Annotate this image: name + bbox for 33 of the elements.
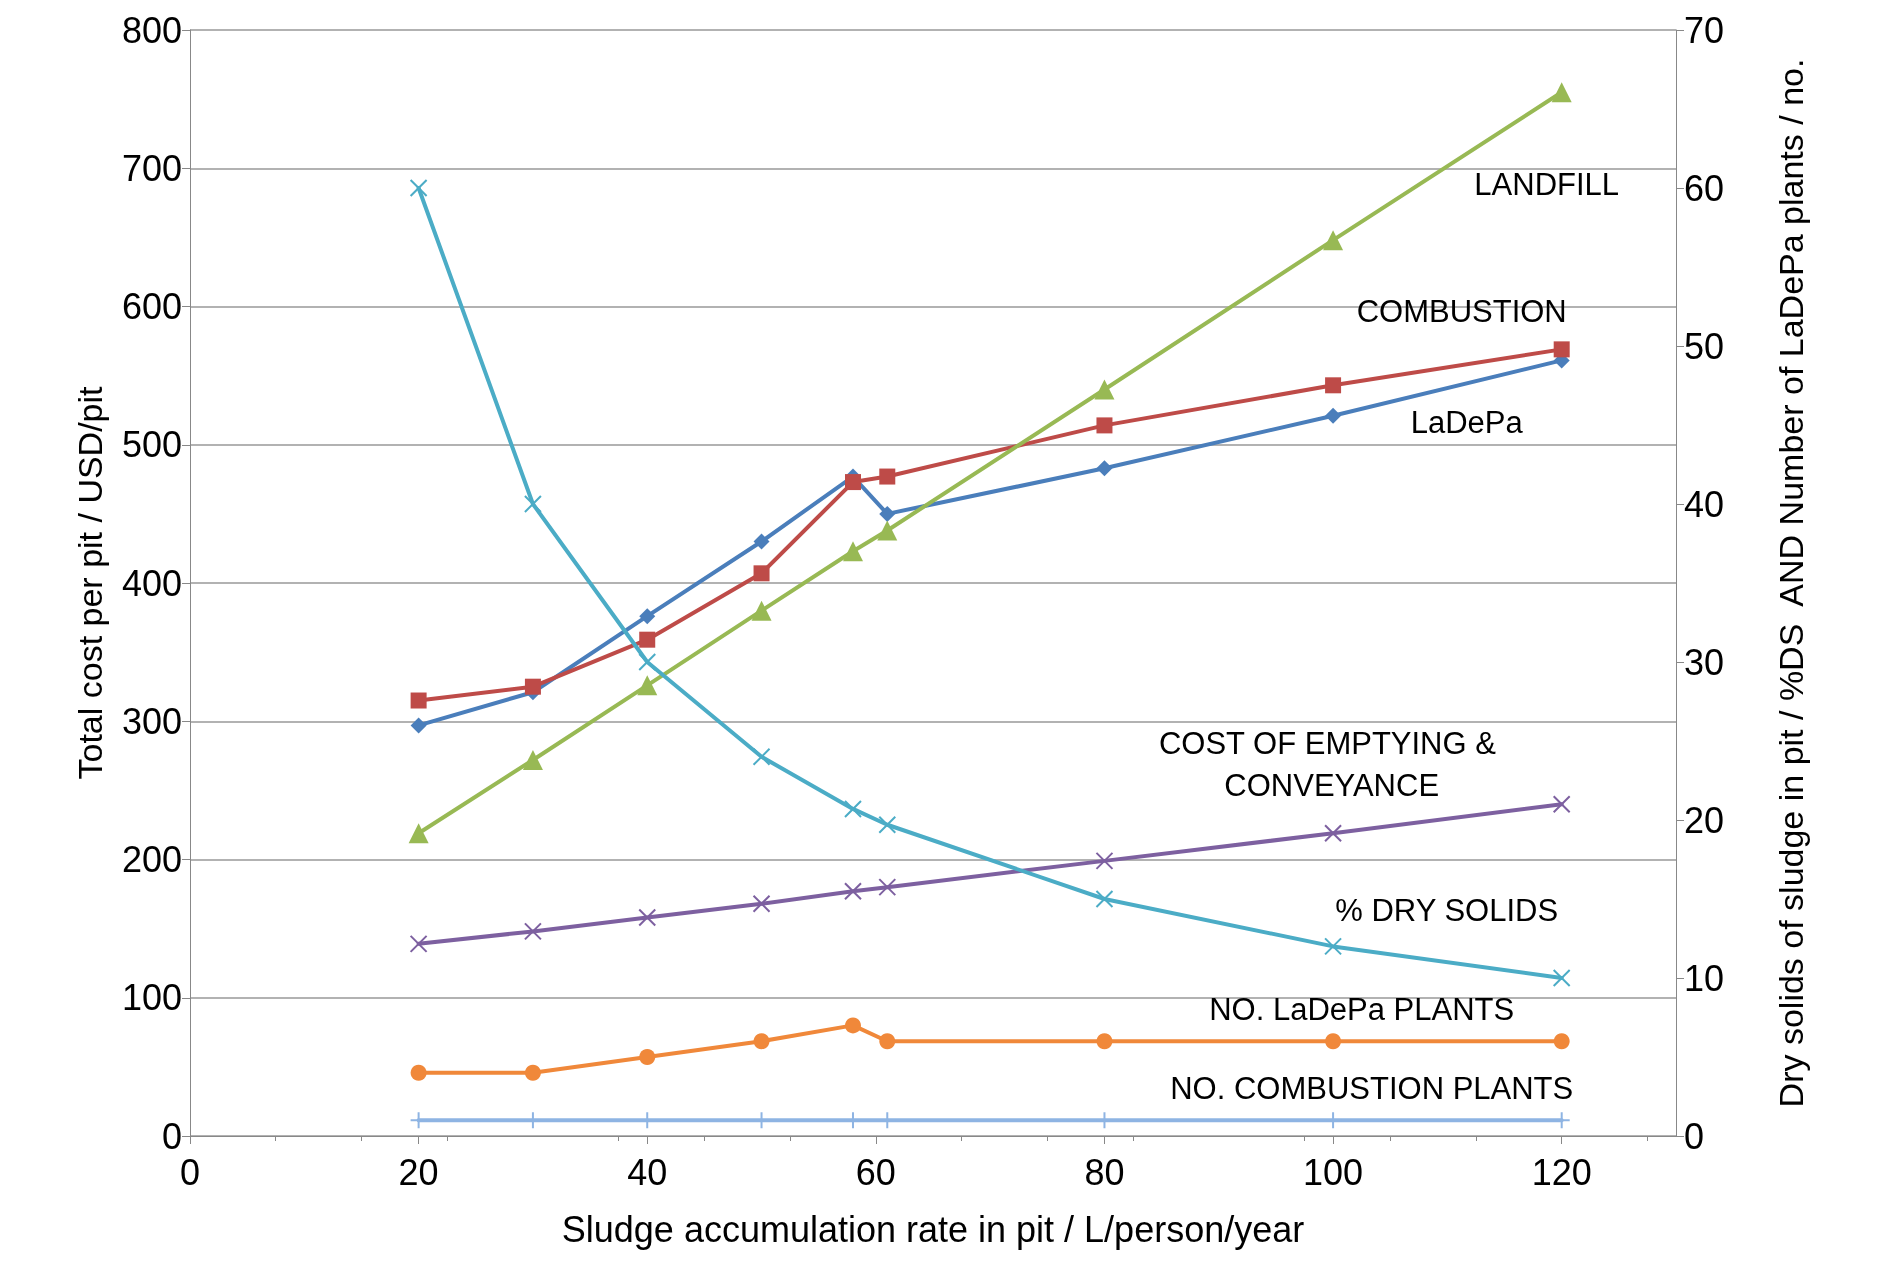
y-tick-label: 700 [121, 147, 182, 189]
y2-tick-label: 0 [1684, 1115, 1705, 1157]
y-axis-title: Total cost per pit / USD/pit [71, 385, 109, 780]
y-tick-label: 600 [121, 286, 182, 327]
y2-tick-label: 70 [1684, 9, 1725, 51]
series-label: COST OF EMPTYING & CONVEYANCE [1158, 725, 1505, 803]
y2-tick-label: 20 [1684, 799, 1725, 841]
y-tick-label: 800 [121, 9, 182, 51]
series-label: NO. COMBUSTION PLANTS [1170, 1070, 1574, 1106]
y2-tick-label: 10 [1684, 957, 1725, 999]
series-label: COMBUSTION [1356, 293, 1567, 329]
y-tick-label: 200 [121, 839, 182, 880]
series-label: % DRY SOLIDS [1335, 892, 1559, 928]
y-tick-label: 0 [161, 1115, 182, 1157]
x-tick-label: 100 [1303, 1151, 1364, 1193]
y-tick-label: 400 [121, 562, 182, 604]
series-label: LaDePa [1410, 404, 1524, 440]
y-tick-label: 500 [121, 424, 182, 466]
y-tick-label: 300 [121, 700, 182, 742]
y2-tick-label: 40 [1684, 483, 1725, 525]
y2-axis-title: Dry solids of sludge in pit / %DS AND Number of LaDePa plants / no. [1772, 58, 1810, 1108]
x-tick-label: 60 [855, 1151, 896, 1193]
series-label: NO. LaDePa PLANTS [1209, 991, 1515, 1027]
x-tick-label: 80 [1084, 1151, 1125, 1193]
x-tick-label: 20 [398, 1151, 439, 1193]
x-axis-title: Sludge accumulation rate in pit / L/person/year [561, 1208, 1305, 1250]
series-label: LANDFILL [1474, 166, 1620, 202]
x-tick-label: 40 [627, 1151, 668, 1193]
y2-tick-label: 30 [1684, 641, 1725, 683]
y2-tick-label: 50 [1684, 325, 1725, 367]
x-tick-label: 120 [1531, 1151, 1592, 1193]
y2-tick-label: 60 [1684, 167, 1725, 209]
y-tick-label: 100 [121, 977, 182, 1019]
